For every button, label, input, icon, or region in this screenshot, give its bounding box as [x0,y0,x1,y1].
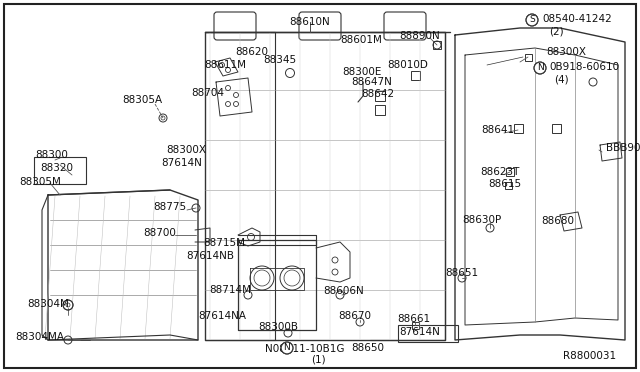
Text: 88610N: 88610N [290,17,330,27]
Text: 88615: 88615 [488,179,522,189]
Bar [375,91,385,101]
Text: 88010D: 88010D [388,60,428,70]
Text: 88890N: 88890N [399,31,440,41]
Bar [375,105,385,115]
Text: R8800031: R8800031 [563,351,616,361]
Text: 88345: 88345 [264,55,296,65]
Text: 88680: 88680 [541,216,575,226]
Bar [513,124,522,132]
Text: 88651: 88651 [445,268,479,278]
Text: 88304M: 88304M [27,299,69,309]
Text: 88300X: 88300X [166,145,206,155]
Text: (4): (4) [554,74,568,84]
Text: N08911-10B1G: N08911-10B1G [265,344,345,354]
Text: 88300: 88300 [36,150,68,160]
Text: N: N [536,64,543,73]
Text: 88304MA: 88304MA [15,332,65,342]
Text: 88300E: 88300E [342,67,381,77]
Text: 88630P: 88630P [462,215,502,225]
Text: 88647N: 88647N [351,77,392,87]
Text: 87614NB: 87614NB [186,251,234,261]
Bar [410,71,419,80]
Text: BBB90NA: BBB90NA [606,143,640,153]
Text: 87614NA: 87614NA [198,311,246,321]
Text: 88650: 88650 [351,343,385,353]
Text: 88300X: 88300X [546,47,586,57]
Bar [398,325,458,342]
Text: S: S [529,16,535,25]
Bar [412,321,419,328]
Text: 88606N: 88606N [324,286,364,296]
Text: 88661: 88661 [397,314,431,324]
Text: 0B918-60610: 0B918-60610 [549,62,619,72]
Bar [525,54,531,61]
Text: 88714M: 88714M [209,285,251,295]
Bar [34,157,86,184]
Text: 88601M: 88601M [340,35,382,45]
Text: 88715M: 88715M [203,238,245,248]
Text: 88642: 88642 [362,89,395,99]
Text: N: N [284,343,291,353]
Text: 08540-41242: 08540-41242 [542,14,612,24]
Text: 88620: 88620 [236,47,269,57]
Bar [433,41,441,49]
Text: (2): (2) [548,26,563,36]
Text: 88670: 88670 [339,311,371,321]
Text: 88305A: 88305A [122,95,162,105]
Text: 88775: 88775 [154,202,187,212]
Bar [504,182,511,189]
Text: 88623T: 88623T [480,167,520,177]
Text: (1): (1) [310,355,325,365]
Text: 88320: 88320 [40,163,74,173]
Text: 88300B: 88300B [258,322,298,332]
Text: 87614N: 87614N [161,158,202,168]
Text: 88611M: 88611M [204,60,246,70]
Text: 88704: 88704 [191,88,225,98]
Text: N: N [536,64,543,73]
Text: S: S [529,16,535,25]
Text: 88641: 88641 [481,125,515,135]
Bar [506,168,514,176]
Text: 88305M: 88305M [19,177,61,187]
Bar [552,124,561,132]
Text: 87614N: 87614N [399,327,440,337]
Text: N: N [284,343,291,353]
Text: 88700: 88700 [143,228,177,238]
